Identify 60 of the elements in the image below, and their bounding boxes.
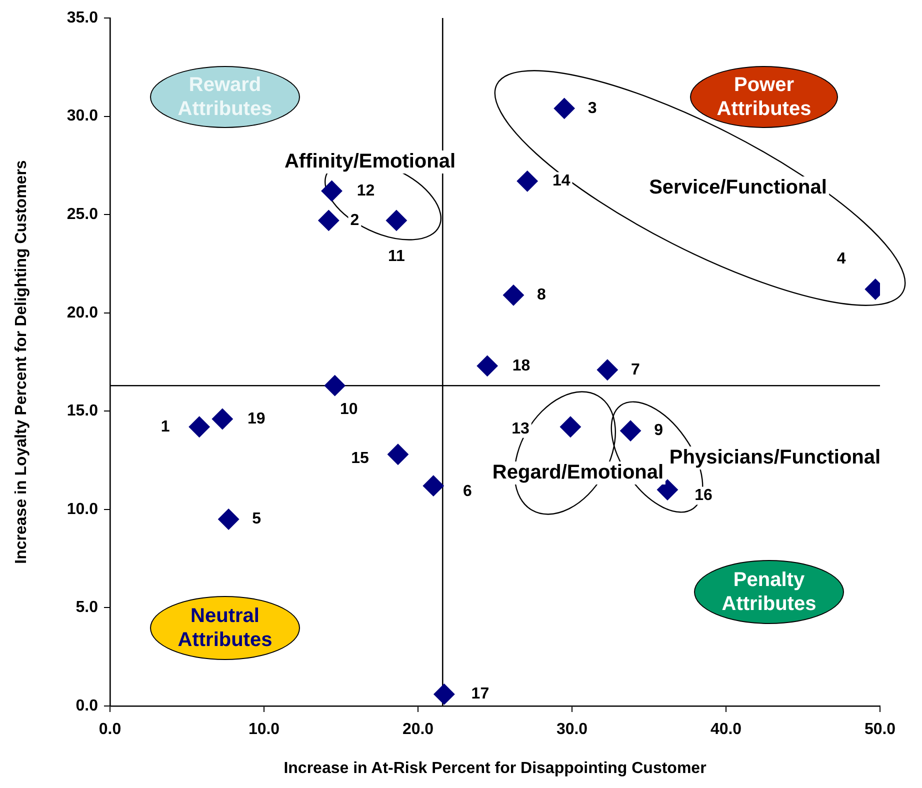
annotation: 2 [350,212,360,229]
point [516,170,538,192]
annotation: 10 [340,400,358,418]
y-tick-label: 20.0 [66,304,98,322]
point [554,98,575,119]
annotation: 14 [552,172,570,190]
annotation: 19 [248,410,266,428]
y-tick-label: 10.0 [66,500,98,518]
point [386,210,407,231]
point [422,475,444,496]
annotation: 15 [351,450,369,467]
x-tick-label: 10.0 [248,721,280,738]
point [387,444,408,465]
annotation: Regard/Emotional [490,462,666,484]
annotation: 12 [356,182,375,200]
point [434,684,455,705]
y-axis-title: Increase in Loyalty Percent for Delighting Customers [13,160,30,564]
annotation: 6 [462,483,472,500]
annotation: 4 [836,250,846,268]
y-tick-label: 5.0 [76,599,98,616]
annotation: 16 [694,487,712,504]
x-tick-label: 20.0 [402,721,434,738]
x-tick-label: 50.0 [864,721,896,738]
point [620,420,642,442]
y-tick-label: 25.0 [66,206,98,223]
y-tick-label: 35.0 [66,9,98,26]
annotation: 3 [588,100,597,117]
annotation: Neutral Attributes [150,596,300,660]
annotation: 5 [252,510,262,528]
annotation: 17 [471,686,490,703]
point [212,408,233,430]
annotation: Reward Attributes [150,66,300,128]
x-axis-title: Increase in At-Risk Percent for Disappointing Customer [284,760,706,777]
point [560,416,581,438]
point [321,180,342,202]
point [324,375,346,396]
annotation: Power Attributes [690,66,838,128]
point [502,284,524,306]
y-tick-label: 30.0 [66,108,98,125]
annotation: Affinity/Emotional [282,150,458,174]
x-tick-label: 40.0 [710,721,742,738]
annotation: Physicians/Functional [667,446,883,470]
annotation: 8 [537,286,546,304]
point [318,210,340,231]
annotation: 11 [388,248,405,265]
annotation: Penalty Attributes [694,560,844,624]
annotation: 13 [512,420,530,438]
x-tick-label: 0.0 [98,721,122,738]
point [218,508,240,530]
point [188,416,210,438]
point [476,355,498,376]
annotation: 18 [512,357,530,374]
point [596,359,618,380]
annotation: Service/Functional [647,176,829,200]
annotation: 9 [654,422,664,440]
y-tick-label: 15.0 [66,402,98,420]
x-tick-label: 30.0 [556,721,588,738]
annotation: 7 [630,361,640,378]
annotation: 1 [160,418,170,436]
y-tick-label: 0.0 [76,697,98,714]
